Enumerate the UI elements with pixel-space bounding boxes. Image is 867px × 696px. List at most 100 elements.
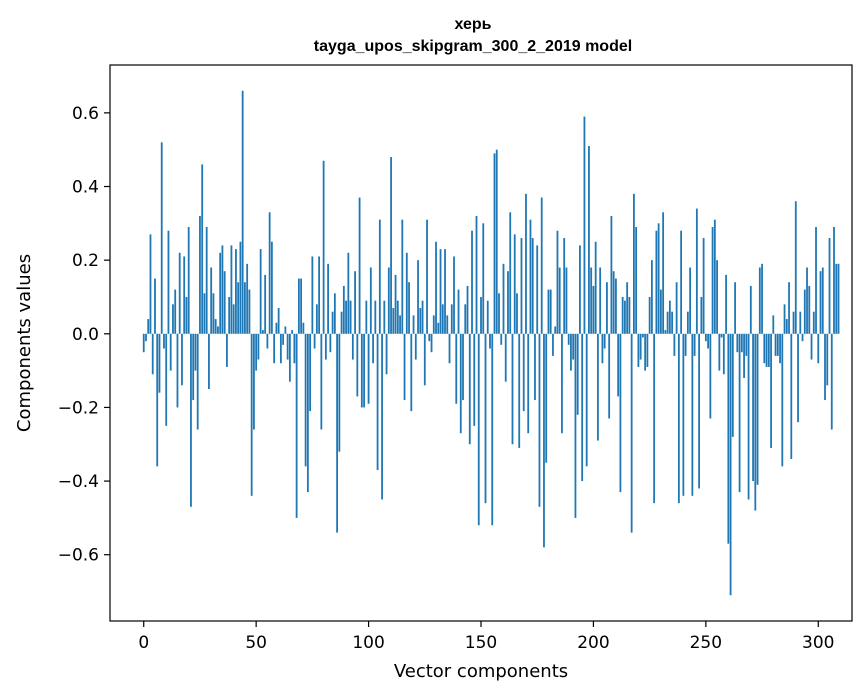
bar — [740, 333, 743, 353]
bar — [540, 197, 543, 334]
bar — [239, 241, 242, 334]
bar — [597, 333, 599, 441]
bar — [363, 333, 365, 408]
bar — [828, 238, 831, 334]
bar — [644, 333, 647, 371]
bar — [585, 333, 588, 467]
bar — [459, 333, 462, 434]
bar — [230, 245, 233, 334]
bar — [743, 333, 745, 378]
bar — [367, 333, 370, 404]
bar — [185, 296, 188, 334]
bar — [772, 315, 775, 334]
bar — [689, 267, 692, 334]
bar — [747, 333, 750, 500]
bar — [351, 333, 354, 360]
bar — [378, 219, 381, 334]
bar — [754, 333, 757, 511]
bar — [574, 333, 577, 518]
bar — [158, 333, 161, 393]
x-tick-label: 200 — [577, 633, 609, 653]
bar — [801, 333, 804, 342]
bar — [248, 289, 251, 334]
bar — [518, 333, 521, 448]
bar — [698, 333, 700, 489]
bar — [300, 278, 303, 334]
bar — [549, 289, 552, 334]
bar — [489, 333, 491, 349]
bar — [250, 333, 253, 496]
bar — [264, 274, 267, 334]
bar — [653, 333, 656, 504]
bar — [410, 333, 413, 412]
bar — [156, 333, 159, 467]
x-tick-label: 150 — [465, 633, 497, 653]
bar — [297, 278, 300, 334]
bar — [160, 142, 163, 334]
bar — [145, 333, 147, 342]
bar — [722, 333, 725, 375]
bar — [765, 333, 768, 367]
bar — [235, 249, 237, 334]
bar — [785, 319, 788, 334]
bar — [563, 238, 566, 334]
bar — [646, 333, 649, 367]
bar — [441, 304, 444, 334]
bar — [165, 333, 168, 426]
bar — [808, 285, 811, 334]
bar — [815, 227, 817, 334]
bar — [592, 285, 595, 334]
bar — [686, 311, 689, 334]
bar — [266, 333, 269, 349]
bar — [313, 333, 316, 349]
bar — [401, 219, 404, 334]
bar — [779, 333, 781, 364]
bar — [315, 304, 318, 334]
bar — [356, 333, 359, 397]
bar — [790, 333, 793, 459]
y-tick-label: 0.0 — [72, 325, 99, 345]
bar — [374, 300, 377, 334]
bar — [464, 304, 467, 334]
bar — [720, 333, 723, 338]
bar — [306, 333, 309, 493]
bar — [205, 227, 208, 334]
bar — [147, 319, 150, 334]
bar — [680, 230, 683, 334]
bar — [504, 333, 507, 382]
bar — [417, 260, 419, 334]
bar — [439, 249, 442, 334]
bar — [491, 333, 494, 526]
bar — [655, 230, 658, 334]
bar — [194, 333, 197, 371]
bar — [358, 197, 361, 334]
bar — [830, 333, 833, 430]
bar — [603, 333, 606, 349]
bar — [707, 333, 709, 349]
bar — [405, 252, 408, 334]
bar — [558, 267, 561, 334]
bar — [268, 212, 271, 334]
bar — [477, 333, 480, 526]
bar — [552, 333, 554, 356]
x-tick-label: 300 — [802, 633, 834, 653]
bar — [453, 256, 455, 334]
bar — [324, 333, 327, 360]
bar — [466, 285, 469, 334]
bar — [432, 315, 435, 334]
bar — [257, 333, 260, 360]
bar — [176, 333, 179, 408]
bar — [677, 333, 680, 504]
x-tick-label: 100 — [352, 633, 384, 653]
bar — [201, 164, 204, 334]
bar — [767, 333, 770, 367]
bar — [426, 219, 428, 334]
bar — [770, 333, 772, 448]
bar — [619, 333, 622, 493]
bar — [253, 333, 255, 430]
bar — [806, 267, 808, 334]
bar — [284, 326, 287, 334]
bar — [745, 333, 748, 356]
bar — [817, 333, 820, 364]
